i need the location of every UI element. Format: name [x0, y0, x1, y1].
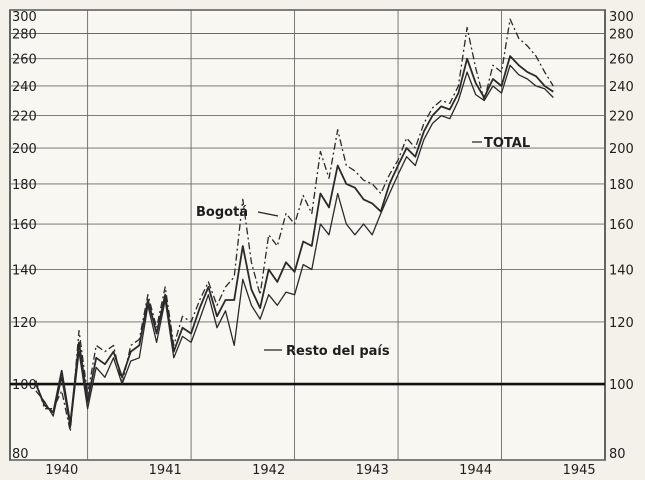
y-tick-left-120: 120 [12, 316, 37, 331]
y-tick-right-200: 200 [609, 142, 634, 157]
y-axis-labels: 80 80 100 100 120 120 140 140 160 160 180 180 200 200… [12, 10, 634, 462]
y-tick-right-100: 100 [609, 378, 634, 393]
y-tick-right-260: 260 [609, 53, 634, 68]
y-tick-right-220: 220 [609, 110, 634, 125]
series-line-resto-del-pa-s [35, 64, 554, 429]
y-tick-left-200: 200 [12, 142, 37, 157]
y-tick-left-260: 260 [12, 53, 37, 68]
y-tick-left-180: 180 [12, 178, 37, 193]
y-tick-left-80: 80 [12, 447, 29, 462]
y-tick-right-120: 120 [609, 316, 634, 331]
y-tick-right-80: 80 [609, 447, 626, 462]
plot-frame [9, 9, 606, 461]
annotation-resto: Resto del país [264, 344, 390, 359]
y-tick-left-140: 140 [12, 263, 37, 278]
x-tick-1944: 1944 [459, 463, 492, 478]
y-tick-right-280: 280 [609, 27, 634, 42]
x-tick-1941: 1941 [149, 463, 182, 478]
y-tick-right-160: 160 [609, 218, 634, 233]
y-tick-left-220: 220 [12, 110, 37, 125]
x-tick-1942: 1942 [252, 463, 285, 478]
annotation-total-label: TOTAL [484, 136, 530, 151]
y-tick-right-240: 240 [609, 80, 634, 95]
y-tick-right-140: 140 [609, 263, 634, 278]
x-tick-1945: 1945 [563, 463, 596, 478]
annotation-bogota: Bogotá [196, 205, 279, 220]
y-tick-right-180: 180 [609, 178, 634, 193]
x-tick-1943: 1943 [356, 463, 389, 478]
y-tick-left-300: 300 [12, 10, 37, 25]
annotation-resto-label: Resto del país [286, 344, 390, 359]
series-line-total [35, 55, 554, 425]
y-tick-right-300: 300 [609, 10, 634, 25]
y-tick-left-280: 280 [12, 27, 37, 42]
annotation-bogota-arrow [257, 211, 279, 217]
y-tick-left-100: 100 [12, 378, 37, 393]
annotation-total: TOTAL [472, 136, 530, 151]
y-tick-left-240: 240 [12, 80, 37, 95]
x-tick-1940: 1940 [45, 463, 78, 478]
series-layer [35, 18, 554, 433]
annotation-bogota-label: Bogotá [196, 205, 248, 220]
x-axis-labels: 1940 1941 1942 1943 1944 1945 [45, 463, 595, 478]
y-tick-left-160: 160 [12, 218, 37, 233]
